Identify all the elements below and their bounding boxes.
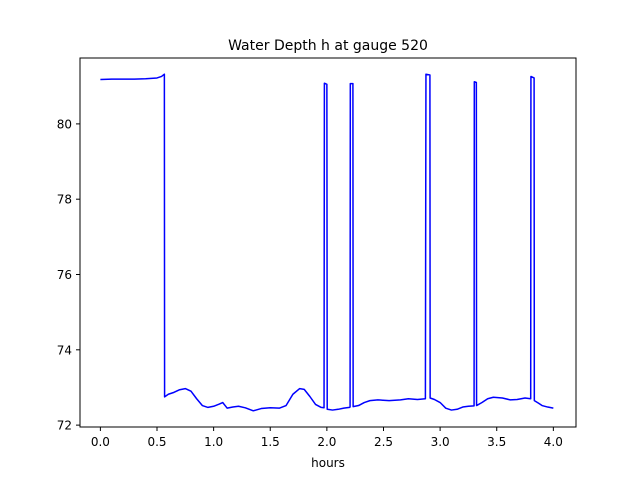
x-tick-label: 1.0 [204, 435, 223, 449]
plot-area [79, 57, 577, 428]
series-line-0 [100, 73, 554, 412]
x-axis: 0.0 0.5 1.0 1.5 2.0 2.5 3.0 3.5 4.0 [91, 427, 563, 449]
x-tick-label: 0.5 [147, 435, 166, 449]
x-tick-label: 1.5 [261, 435, 280, 449]
x-tick-label: 2.0 [317, 435, 336, 449]
x-tick-label: 4.0 [544, 435, 563, 449]
y-axis: 72 74 76 78 80 [57, 117, 80, 433]
y-tick-label: 76 [57, 268, 72, 282]
y-tick-label: 74 [57, 343, 72, 357]
x-tick-label: 3.5 [487, 435, 506, 449]
plot-frame [79, 57, 577, 428]
y-tick-label: 72 [57, 419, 72, 433]
x-tick-label: 2.5 [374, 435, 393, 449]
y-tick-label: 80 [57, 117, 72, 131]
series-layer [100, 73, 554, 412]
chart-title: Water Depth h at gauge 520 [228, 38, 428, 54]
x-tick-label: 3.0 [431, 435, 450, 449]
x-tick-label: 0.0 [91, 435, 110, 449]
y-tick-label: 78 [57, 193, 72, 207]
x-axis-label: hours [311, 456, 345, 470]
